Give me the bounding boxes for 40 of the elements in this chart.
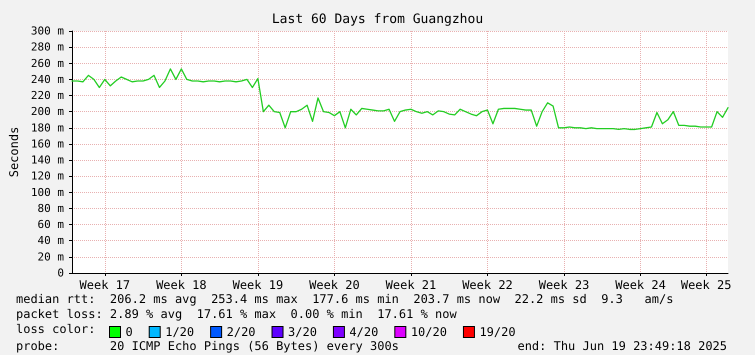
y-axis-title: Seconds	[7, 126, 21, 178]
y-tick-label: 100 m	[30, 186, 64, 199]
text: median rtt: 206.2 ms avg 253.4 ms max 177.6 ms min 203.7 ms now 22.2 ms sd 9.3 am/s	[16, 292, 674, 306]
y-tick-label: 0	[57, 266, 64, 280]
x-tick-label: Week 24	[615, 278, 666, 292]
chart-title: Last 60 Days from Guangzhou	[272, 12, 484, 27]
x-tick-label: Week 17	[80, 278, 130, 292]
y-tick-label: 240 m	[30, 72, 64, 86]
y-tick-label: 120 m	[30, 170, 64, 183]
y-tick-label: 300 m	[30, 24, 64, 38]
y-tick-label: 280 m	[30, 40, 64, 54]
text: packet loss: 2.89 % avg 17.61 % max 0.00 % min 17.61 % now	[16, 307, 458, 321]
x-tick-label: Week 22	[462, 278, 513, 292]
y-tick-label: 180 m	[30, 121, 64, 134]
legend-label: 10/20	[410, 325, 447, 339]
x-tick-label: Week 19	[232, 278, 284, 292]
y-tick-label: 220 m	[30, 89, 64, 102]
y-tick-label: 20 m	[38, 250, 64, 264]
legend-label: 3/20	[288, 325, 317, 339]
y-tick-label: 60 m	[38, 218, 64, 232]
line-series	[71, 68, 729, 130]
x-tick-label: Week 23	[538, 278, 590, 292]
legend-label: 4/20	[349, 325, 378, 339]
y-tick-label: 200 m	[30, 105, 64, 118]
legend-title: loss color:	[16, 322, 96, 336]
x-tick-label: Week 21	[386, 278, 436, 292]
y-tick-label: 40 m	[38, 234, 64, 248]
legend-label: 2/20	[226, 325, 256, 339]
x-tick-label: Week 25	[680, 278, 732, 292]
y-tick-label: 160 m	[30, 137, 64, 150]
legend-label: 0	[126, 325, 133, 339]
y-tick-label: 260 m	[30, 56, 64, 70]
y-tick-label: 140 m	[30, 154, 64, 167]
text: probe: 20 ICMP Echo Pings (56 Bytes) every 300s	[16, 339, 399, 353]
x-tick-label: Week 20	[309, 278, 360, 292]
legend-label: 19/20	[479, 325, 516, 339]
text: end: Thu Jun 19 23:49:18 2025	[517, 339, 727, 353]
y-tick-label: 80 m	[38, 202, 64, 215]
x-tick-label: Week 18	[156, 278, 207, 292]
legend-label: 1/20	[165, 325, 194, 339]
